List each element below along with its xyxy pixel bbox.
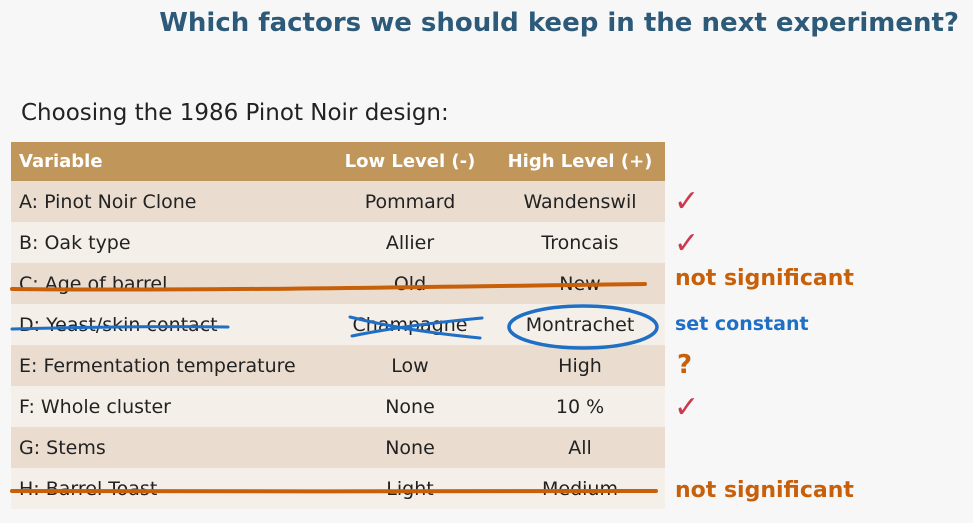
table-row: D: Yeast/skin contact Champagne Montrach… [11, 304, 665, 345]
high-level-cell: New [495, 263, 665, 304]
variable-cell: G: Stems [11, 427, 325, 468]
table-header-row: Variable Low Level (-) High Level (+) [11, 142, 665, 181]
high-level-cell: High [495, 345, 665, 386]
header-variable: Variable [11, 142, 325, 181]
slide-subtitle: Choosing the 1986 Pinot Noir design: [21, 100, 449, 126]
low-level-cell: None [325, 427, 495, 468]
question-mark: ? [677, 350, 693, 380]
high-level-cell: Medium [495, 468, 665, 509]
low-level-cell: Champagne [325, 304, 495, 345]
check-icon: ✓ [674, 390, 700, 425]
slide-title: Which factors we should keep in the next… [159, 8, 959, 38]
variable-cell: C: Age of barrel [11, 263, 325, 304]
header-high-level: High Level (+) [495, 142, 665, 181]
high-level-cell: All [495, 427, 665, 468]
low-level-cell: Old [325, 263, 495, 304]
table-row: C: Age of barrel Old New [11, 263, 665, 304]
table-row: B: Oak type Allier Troncais [11, 222, 665, 263]
high-level-cell: Montrachet [495, 304, 665, 345]
table-row: A: Pinot Noir Clone Pommard Wandenswil [11, 181, 665, 222]
variable-cell: H: Barrel Toast [11, 468, 325, 509]
high-level-cell: Troncais [495, 222, 665, 263]
note-not-significant: not significant [675, 478, 854, 503]
note-set-constant: set constant [675, 313, 809, 335]
variable-cell: F: Whole cluster [11, 386, 325, 427]
design-table: Variable Low Level (-) High Level (+) A:… [11, 142, 665, 509]
variable-cell: D: Yeast/skin contact [11, 304, 325, 345]
high-level-cell: Wandenswil [495, 181, 665, 222]
check-icon: ✓ [674, 226, 700, 261]
variable-cell: A: Pinot Noir Clone [11, 181, 325, 222]
low-level-cell: Allier [325, 222, 495, 263]
note-not-significant: not significant [675, 266, 854, 291]
variable-cell: E: Fermentation temperature [11, 345, 325, 386]
header-low-level: Low Level (-) [325, 142, 495, 181]
low-level-cell: Light [325, 468, 495, 509]
table-row: H: Barrel Toast Light Medium [11, 468, 665, 509]
high-level-cell: 10 % [495, 386, 665, 427]
check-icon: ✓ [674, 184, 700, 219]
variable-cell: B: Oak type [11, 222, 325, 263]
low-level-cell: Pommard [325, 181, 495, 222]
table-row: E: Fermentation temperature Low High [11, 345, 665, 386]
low-level-cell: Low [325, 345, 495, 386]
table-row: F: Whole cluster None 10 % [11, 386, 665, 427]
table-row: G: Stems None All [11, 427, 665, 468]
low-level-cell: None [325, 386, 495, 427]
